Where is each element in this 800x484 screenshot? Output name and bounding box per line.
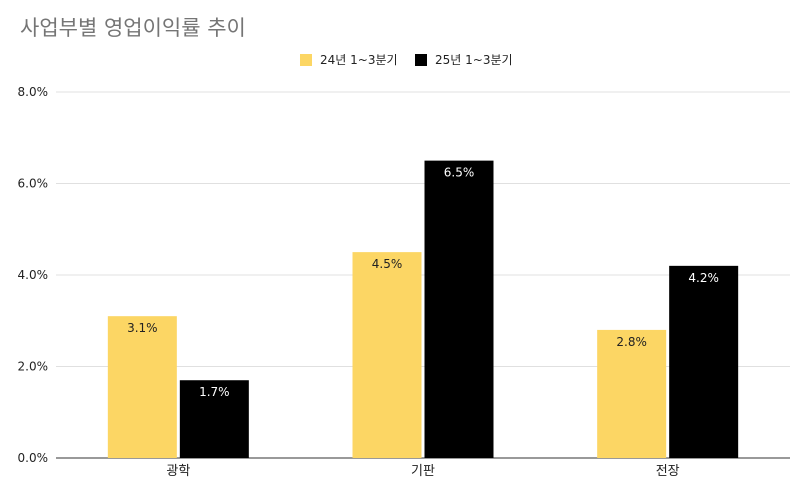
data-label: 4.5% — [372, 257, 403, 271]
legend-swatch — [300, 54, 312, 66]
y-tick-label: 2.0% — [18, 360, 49, 374]
bar-2-3 — [669, 265, 739, 458]
x-axis-ticks: 광학 기판 전장 — [166, 464, 679, 479]
chart-title: 사업부별 영업이익률 추이 — [20, 16, 246, 40]
bar-1-1 — [107, 316, 177, 458]
x-tick-label: 기판 — [411, 464, 435, 479]
bar-1-2 — [352, 252, 422, 458]
bar-2-1 — [179, 380, 249, 458]
y-tick-label: 0.0% — [18, 451, 49, 465]
legend-item: 24년 1~3분기 — [300, 53, 398, 67]
bar-1-3 — [597, 329, 667, 458]
data-label: 3.1% — [127, 321, 158, 335]
data-label: 1.7% — [199, 385, 230, 399]
data-labels: 3.1% 1.7% 4.5% 6.5% 2.8% 4.2% — [127, 166, 719, 400]
legend-label: 24년 1~3분기 — [320, 53, 398, 67]
bars — [107, 160, 739, 458]
gridlines — [56, 91, 790, 459]
y-axis-ticks: 0.0% 2.0% 4.0% 6.0% 8.0% — [18, 85, 49, 465]
legend: 24년 1~3분기 25년 1~3분기 — [300, 53, 513, 67]
y-tick-label: 4.0% — [18, 268, 49, 282]
data-label: 2.8% — [616, 335, 647, 349]
data-label: 4.2% — [688, 271, 719, 285]
data-label: 6.5% — [444, 166, 475, 180]
y-tick-label: 6.0% — [18, 177, 49, 191]
legend-label: 25년 1~3분기 — [435, 53, 513, 67]
bar-2-2 — [424, 160, 494, 458]
y-tick-label: 8.0% — [18, 85, 49, 99]
x-tick-label: 광학 — [166, 464, 190, 479]
legend-swatch — [415, 54, 427, 66]
legend-item: 25년 1~3분기 — [415, 53, 513, 67]
x-tick-label: 전장 — [656, 464, 680, 479]
